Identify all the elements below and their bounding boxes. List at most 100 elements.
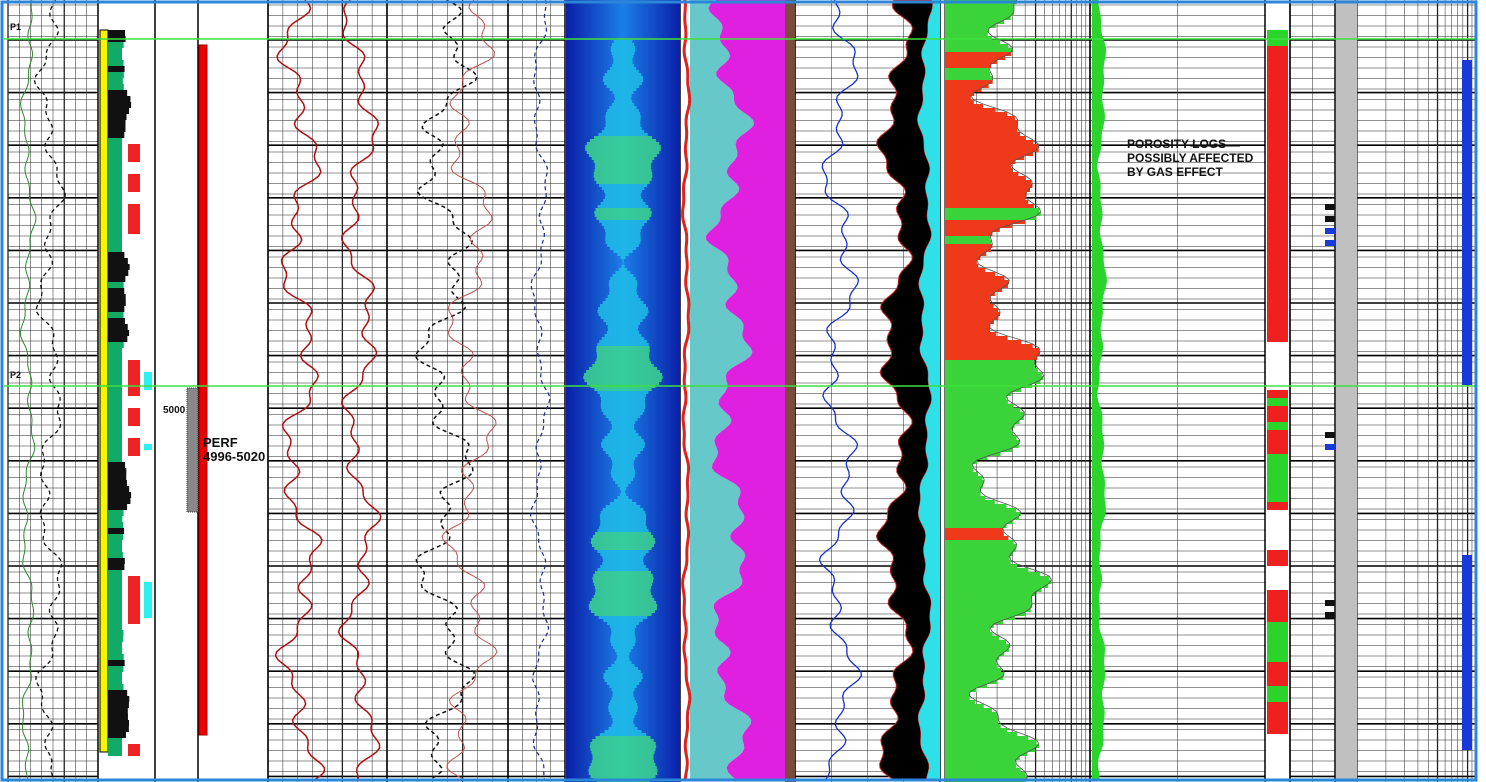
image-band — [611, 715, 635, 718]
fill-band — [945, 448, 1013, 452]
flag — [1267, 422, 1288, 430]
image-band — [611, 643, 635, 646]
fill-band — [945, 92, 975, 96]
image-band — [613, 250, 633, 253]
litho — [144, 612, 152, 618]
fill-band — [945, 28, 990, 32]
flag — [1267, 414, 1288, 422]
litho — [108, 42, 124, 48]
flag — [1267, 294, 1288, 302]
image-band — [602, 439, 644, 442]
image-band — [603, 676, 643, 679]
image-band — [591, 598, 655, 601]
image-band — [609, 88, 637, 91]
image-band — [593, 172, 653, 175]
flag — [1267, 590, 1288, 598]
litho — [128, 438, 140, 444]
flag — [1267, 78, 1288, 86]
image-band — [599, 733, 647, 736]
litho — [108, 168, 122, 174]
fill-band — [945, 660, 997, 664]
litho — [128, 582, 140, 588]
fill-band — [945, 556, 1010, 560]
image-band — [590, 775, 656, 778]
litho — [108, 534, 124, 540]
image-band — [586, 142, 660, 145]
fill-band — [945, 320, 995, 324]
litho — [128, 360, 140, 366]
fill-band — [945, 620, 1004, 624]
fill-band — [945, 12, 1014, 16]
image-band — [609, 625, 637, 628]
litho — [128, 420, 140, 426]
flag — [1267, 302, 1288, 310]
litho — [108, 54, 122, 60]
fill-band — [945, 48, 1013, 52]
image-band — [589, 367, 657, 370]
image-band — [598, 307, 648, 310]
litho — [108, 396, 122, 402]
image-band — [610, 277, 636, 280]
litho — [108, 276, 126, 282]
litho — [128, 444, 140, 450]
image-band — [618, 268, 628, 271]
litho — [128, 390, 140, 396]
fill-band — [945, 388, 1022, 392]
litho — [108, 180, 122, 186]
flag — [1267, 686, 1288, 694]
curve — [337, 0, 382, 781]
fill-band — [945, 544, 1017, 548]
image-band — [609, 685, 637, 688]
litho — [144, 372, 152, 378]
image-band — [594, 361, 652, 364]
flag — [1325, 216, 1335, 222]
fill-band — [945, 8, 1014, 12]
litho — [108, 252, 125, 258]
flag — [1325, 228, 1335, 234]
litho — [144, 582, 152, 588]
flag — [1267, 750, 1288, 758]
perf-title: PERF — [203, 435, 238, 450]
image-band — [593, 160, 653, 163]
fill-band — [945, 128, 1018, 132]
fill-band — [945, 244, 993, 248]
litho — [108, 294, 126, 300]
curve — [19, 0, 37, 781]
fill-band — [945, 36, 992, 40]
fill-band — [945, 468, 974, 472]
flag — [1267, 494, 1288, 502]
image-band — [600, 406, 646, 409]
image-band — [600, 517, 646, 520]
litho — [108, 414, 122, 420]
image-band — [604, 190, 642, 193]
image-band — [596, 355, 650, 358]
litho — [108, 690, 128, 696]
image-band — [593, 175, 653, 178]
image-band — [616, 658, 630, 661]
image-band — [604, 334, 642, 337]
fill-band — [945, 256, 981, 260]
flag — [1267, 462, 1288, 470]
curve — [414, 0, 478, 781]
image-band — [600, 565, 646, 568]
image-band — [611, 52, 635, 55]
curve — [818, 0, 862, 781]
flag — [1267, 614, 1288, 622]
image-band — [599, 526, 647, 529]
litho — [108, 192, 122, 198]
flag — [1267, 694, 1288, 702]
litho — [108, 282, 124, 288]
image-band — [600, 520, 646, 523]
litho — [144, 588, 152, 594]
image-band — [597, 391, 649, 394]
image-band — [602, 508, 644, 511]
litho — [108, 162, 122, 168]
fill-band — [945, 180, 1032, 184]
image-band — [600, 553, 646, 556]
litho — [128, 366, 140, 372]
litho — [108, 492, 132, 498]
fill-band — [945, 188, 1031, 192]
image-band — [606, 682, 640, 685]
flag — [1267, 510, 1288, 518]
flag — [1267, 446, 1288, 454]
